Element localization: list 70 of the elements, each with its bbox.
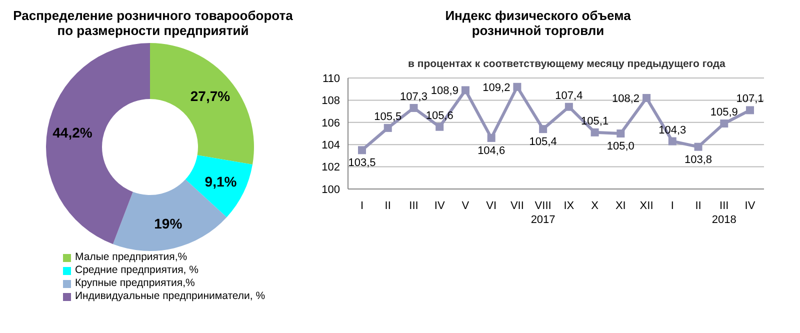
x-tick-label: IX (564, 200, 575, 212)
donut-slice (46, 43, 150, 244)
data-label: 108,9 (430, 85, 458, 98)
x-tick-label: III (720, 200, 729, 212)
chart-title: Распределение розничного товарооборота по размерности предприятий (12, 8, 294, 38)
data-label: 44,2% (52, 124, 93, 141)
point (539, 125, 548, 134)
x-tick-label: VIII (534, 200, 552, 212)
x-tick-label: I (670, 200, 674, 212)
data-label: 105,0 (606, 140, 634, 152)
donut-slice (150, 43, 254, 165)
point (358, 146, 366, 154)
point (720, 120, 728, 128)
data-label: 105,4 (529, 136, 557, 148)
x-tick-label: III (409, 200, 418, 212)
x-tick-label: VII (510, 200, 524, 212)
data-label: 105,9 (710, 106, 738, 119)
point (461, 86, 470, 94)
legend-label: Индивидуальные предприниматели, % (74, 290, 266, 303)
data-label: 105,5 (374, 110, 402, 123)
chart-subtitle: в процентах к соответствующему месяцу предыдущего года (408, 58, 726, 70)
legend-label: Малые предприятия,% (74, 251, 188, 264)
point (694, 142, 702, 151)
text: 2017 (530, 214, 556, 226)
data-label: 104,6 (478, 144, 506, 157)
donut-slice (185, 155, 253, 218)
x-tick-label: V (462, 200, 470, 212)
x-tick-label: IV (434, 200, 446, 212)
x-tick-label: I (360, 200, 364, 212)
point (487, 134, 496, 142)
point (616, 130, 625, 138)
point (564, 102, 573, 111)
legend-label: Средние предприятия, % (74, 264, 200, 277)
point (384, 124, 392, 132)
data-label: 107,4 (555, 90, 583, 102)
y-tick-label: 104 (322, 140, 340, 152)
x-tick-label: XI (615, 200, 626, 212)
y-tick-label: 102 (322, 162, 340, 174)
data-label: 27,7% (190, 88, 231, 104)
data-label: 104,3 (658, 124, 686, 136)
data-label: 107,3 (400, 90, 428, 103)
data-label: 9,1% (204, 174, 238, 190)
x-tick-label: XII (640, 200, 654, 212)
x-tick-label: II (384, 200, 391, 212)
data-label: 108,2 (612, 92, 640, 105)
y-tick-label: 110 (322, 72, 340, 85)
legend-label: Крупные предприятия,% (74, 277, 196, 290)
data-label: 19% (154, 216, 183, 232)
point (668, 137, 676, 146)
point (590, 128, 599, 136)
y-tick-label: 108 (322, 95, 340, 108)
data-label: 105,1 (581, 115, 609, 128)
x-tick-label: IV (744, 200, 756, 212)
point (642, 94, 651, 102)
point (746, 106, 754, 114)
data-label: 107,1 (736, 93, 764, 106)
point (410, 104, 418, 112)
chart-title: Индекс физического объема розничной торговли (444, 8, 632, 38)
y-tick-label: 100 (322, 184, 340, 196)
data-label: 103,5 (348, 157, 376, 170)
x-tick-label: II (695, 200, 702, 212)
data-label: 105,6 (426, 110, 454, 122)
point (436, 122, 444, 131)
x-tick-label: X (591, 200, 600, 212)
data-label: 109,2 (482, 82, 510, 94)
y-tick-label: 106 (322, 117, 340, 130)
data-label: 103,8 (684, 154, 712, 166)
text: 2018 (712, 214, 736, 226)
x-tick-label: VI (486, 200, 497, 212)
point (513, 82, 522, 91)
